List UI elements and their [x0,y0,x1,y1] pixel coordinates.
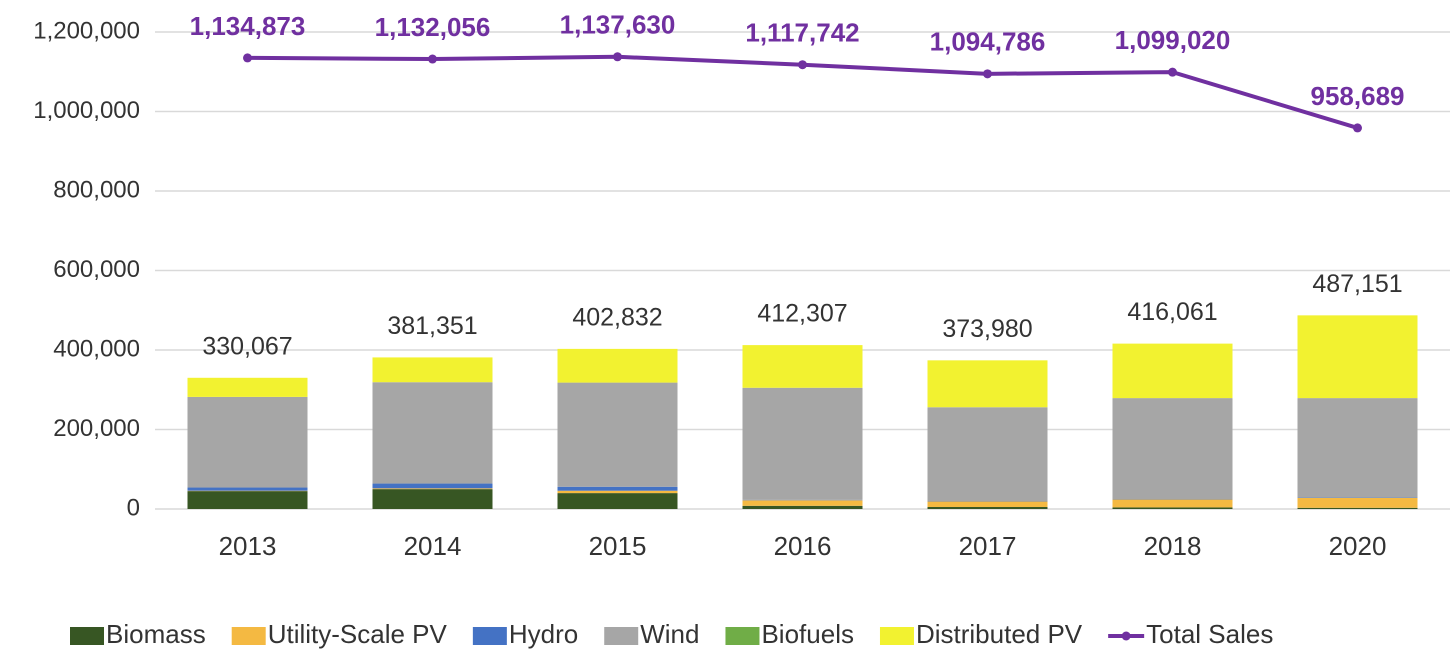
x-tick-label: 2013 [219,531,277,561]
y-tick-label: 400,000 [53,335,140,362]
x-tick-label: 2017 [959,531,1017,561]
bar-total-label: 487,151 [1312,270,1402,298]
legend-swatch [604,627,639,645]
bar-segment [187,377,308,397]
bar-segment [557,348,678,383]
bar-segment [372,489,493,509]
x-tick-label: 2014 [404,531,462,561]
line-label: 1,137,630 [560,10,676,40]
bar-segment [1112,507,1233,509]
x-tick-label: 2018 [1144,531,1202,561]
line-point [798,60,807,70]
line-label: 958,689 [1311,81,1405,111]
bar-segment [372,382,493,484]
bar-segment [927,360,1048,408]
bar-segment [372,357,493,383]
legend-swatch [725,627,760,645]
line-point [983,69,992,79]
legend-swatch [472,627,507,645]
line-label: 1,132,056 [375,12,491,42]
bar-segment [1297,315,1418,399]
line-point [243,53,252,63]
line-point [613,52,622,62]
line-point [1353,123,1362,133]
bar-segment [1297,497,1418,508]
bar-segment [557,490,678,494]
line-label: 1,117,742 [745,18,859,48]
line-label: 1,134,873 [190,11,306,41]
legend-swatch [879,627,914,645]
line-label: 1,099,020 [1115,25,1231,55]
y-tick-label: 0 [127,494,140,521]
bar-segment [1112,398,1233,500]
y-tick-label: 1,200,000 [33,17,140,44]
y-tick-label: 1,000,000 [33,97,140,124]
bar-segment [372,488,493,490]
line-label: 1,094,786 [930,27,1046,57]
bar-segment [187,396,308,488]
bar-total-label: 381,351 [387,312,477,340]
y-tick-label: 600,000 [53,256,140,283]
bar-total-label: 402,832 [572,303,662,331]
bar-segment [927,501,1048,508]
legend-dot [1121,631,1131,641]
bar-segment [187,487,308,491]
bar-segment [557,382,678,487]
bar-segment [557,486,678,491]
bar-segment [742,387,863,500]
bar-segment [1297,507,1418,509]
legend-label: Biofuels [761,619,854,649]
y-tick-label: 800,000 [53,176,140,203]
legend-label: Total Sales [1146,619,1273,649]
bar-segment [1112,343,1233,399]
bar-segment [1112,499,1233,508]
bar-segment [1297,398,1418,498]
bar-total-label: 373,980 [942,315,1032,343]
bar-total-label: 416,061 [1127,298,1217,326]
legend-label: Distributed PV [916,619,1083,649]
bar-segment [927,407,1048,502]
bar-segment [742,505,863,509]
legend-label: Biomass [106,619,206,649]
x-tick-label: 2020 [1329,531,1387,561]
bar-segment [557,493,678,509]
line-point [428,54,437,64]
bar-segment [372,483,493,489]
x-tick-label: 2016 [774,531,832,561]
bar-total-label: 330,067 [202,332,292,360]
y-tick-label: 200,000 [53,415,140,442]
bar-segment [927,507,1048,509]
bar-total-label: 412,307 [757,300,847,328]
legend-swatch [70,627,104,645]
line-point [1168,67,1177,77]
x-tick-label: 2015 [589,531,647,561]
bar-segment [742,345,863,388]
legend-label: Utility-Scale PV [268,619,448,649]
bar-segment [187,491,308,509]
legend-label: Hydro [509,619,578,649]
legend-swatch [231,627,266,645]
legend-label: Wind [640,619,699,649]
bar-segment [742,500,863,506]
